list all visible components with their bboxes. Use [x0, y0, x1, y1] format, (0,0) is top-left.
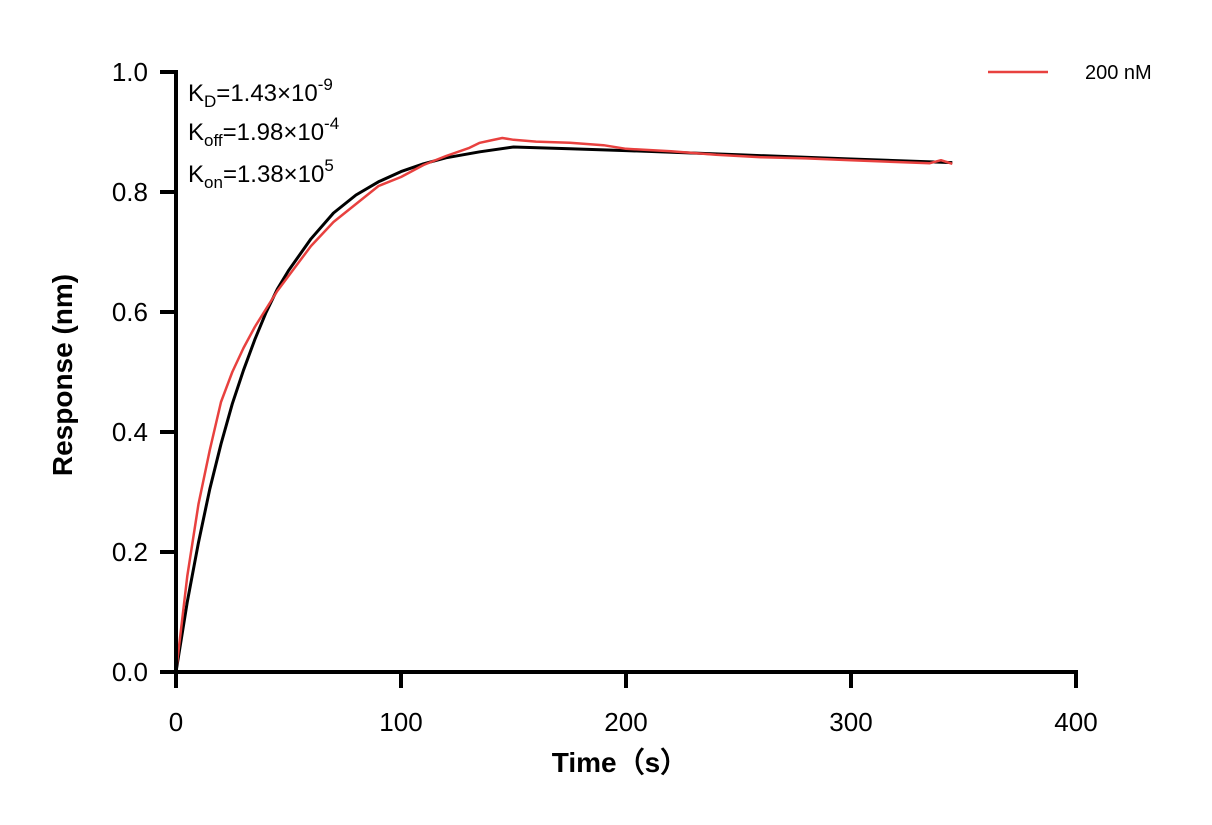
x-tick-label: 400 [1054, 707, 1097, 737]
x-tick-label: 200 [604, 707, 647, 737]
svg-text:Kon=1.38×105: Kon=1.38×105 [188, 156, 334, 192]
fit-curve [174, 145, 953, 673]
svg-text:Koff=1.98×10-4: Koff=1.98×10-4 [188, 114, 339, 150]
legend-label-200nm: 200 nM [1085, 62, 1152, 84]
y-tick-label: 1.0 [112, 57, 148, 87]
y-tick-label: 0.6 [112, 297, 148, 327]
annotation-kon: Kon=1.38×105 [188, 156, 334, 192]
annotation-koff: Koff=1.98×10-4 [188, 114, 339, 150]
annotation-kd: KD=1.43×10-9 [188, 75, 333, 111]
y-tick-label: 0.4 [112, 417, 148, 447]
y-tick-label: 0.0 [112, 657, 148, 687]
svg-text:KD=1.43×10-9: KD=1.43×10-9 [188, 75, 333, 111]
x-tick-label: 100 [379, 707, 422, 737]
x-tick-label: 0 [169, 707, 183, 737]
y-tick-label: 0.8 [112, 177, 148, 207]
y-tick-label: 0.2 [112, 537, 148, 567]
series-200nm-line [174, 136, 953, 673]
y-axis-title: Response (nm) [47, 274, 78, 476]
x-tick-label: 300 [829, 707, 872, 737]
x-axis-title: Time（s） [552, 746, 688, 778]
legend: 200 nM [988, 62, 1152, 84]
